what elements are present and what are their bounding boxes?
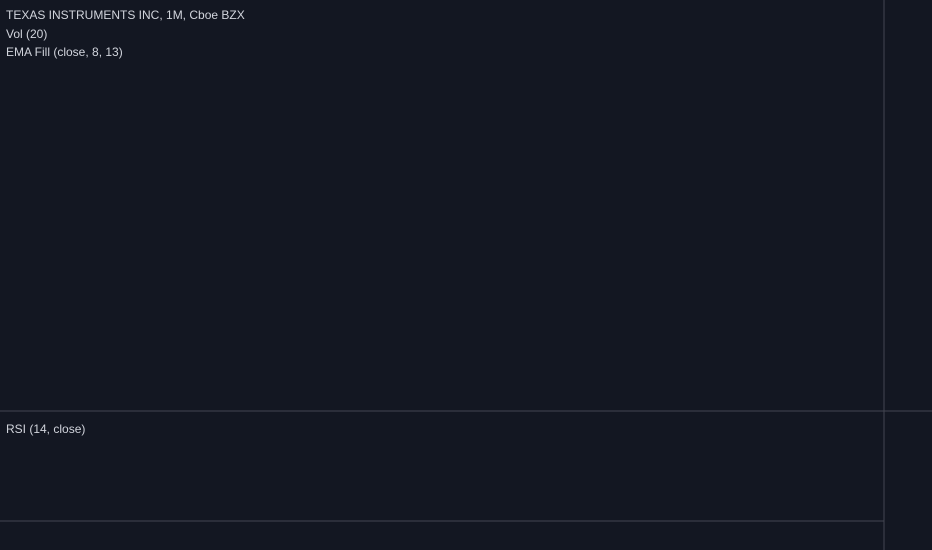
ema-label: EMA Fill (close, 8, 13) [6, 45, 123, 59]
rsi-label: RSI (14, close) [6, 422, 85, 436]
volume-label: Vol (20) [6, 27, 47, 41]
chart-title: TEXAS INSTRUMENTS INC, 1M, Cboe BZX [6, 8, 245, 22]
